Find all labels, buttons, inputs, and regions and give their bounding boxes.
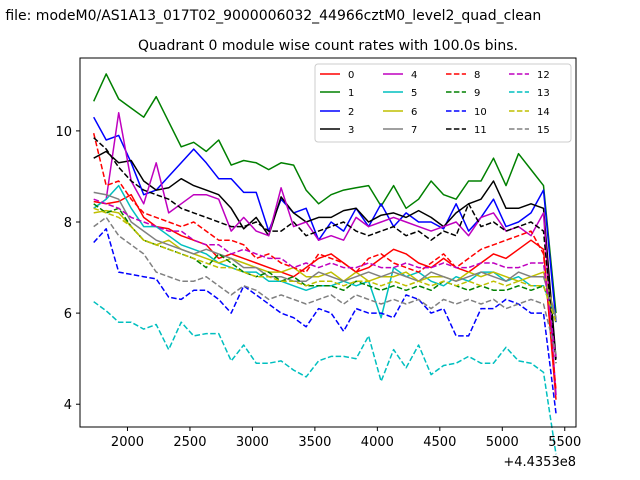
legend-label-12: 12 [537, 70, 550, 81]
y-tick-label: 4 [64, 398, 72, 413]
series-line-14 [93, 207, 557, 323]
x-tick-label: 5000 [486, 435, 519, 450]
plot-frame [79, 57, 577, 428]
series-line-8 [92, 133, 557, 391]
x-tick-label: 2500 [173, 435, 206, 450]
series-line-3 [93, 150, 557, 359]
y-tick-label: 8 [64, 216, 72, 231]
chart-file-header: n file: modeM0/AS1A13_017T02_9000006032_… [0, 8, 541, 24]
y-tick-label: 6 [64, 307, 72, 322]
legend-label-11: 11 [474, 125, 487, 136]
y-tick-label: 10 [55, 125, 72, 140]
legend-label-14: 14 [537, 107, 550, 118]
series-line-15 [93, 216, 557, 355]
x-tick-label: 2000 [111, 435, 144, 450]
legend-label-3: 3 [348, 125, 354, 136]
legend-label-9: 9 [474, 88, 480, 99]
x-tick-label: 3000 [236, 435, 269, 450]
legend-label-2: 2 [348, 107, 354, 118]
series-line-7 [93, 191, 557, 318]
legend-label-0: 0 [348, 70, 354, 81]
legend-label-6: 6 [411, 107, 417, 118]
legend-label-13: 13 [537, 88, 550, 99]
legend-label-5: 5 [411, 88, 417, 99]
x-tick-label: 4500 [423, 435, 456, 450]
chart-title: Quadrant 0 module wise count rates with … [138, 38, 518, 54]
series-line-13 [93, 301, 557, 455]
series-line-10 [93, 228, 557, 414]
legend-label-7: 7 [411, 125, 417, 136]
series-line-4 [93, 111, 557, 396]
series-line-12 [93, 198, 557, 359]
legend-label-8: 8 [474, 70, 480, 81]
legend-label-15: 15 [537, 125, 550, 136]
x-tick-label: 5500 [548, 435, 581, 450]
legend-label-4: 4 [411, 70, 417, 81]
series-layer [92, 73, 557, 455]
legend-label-10: 10 [474, 107, 487, 118]
x-tick-label: 3500 [298, 435, 331, 450]
series-line-1 [93, 73, 557, 314]
x-tick-label: 4000 [361, 435, 394, 450]
x-offset-label: +4.4353e8 [503, 455, 576, 470]
legend-box [314, 63, 572, 143]
tick-layer: 2000 2500 3000 3500 4000 4500 5000 5500 4 6 8 10 [55, 125, 581, 450]
legend-label-1: 1 [348, 88, 354, 99]
